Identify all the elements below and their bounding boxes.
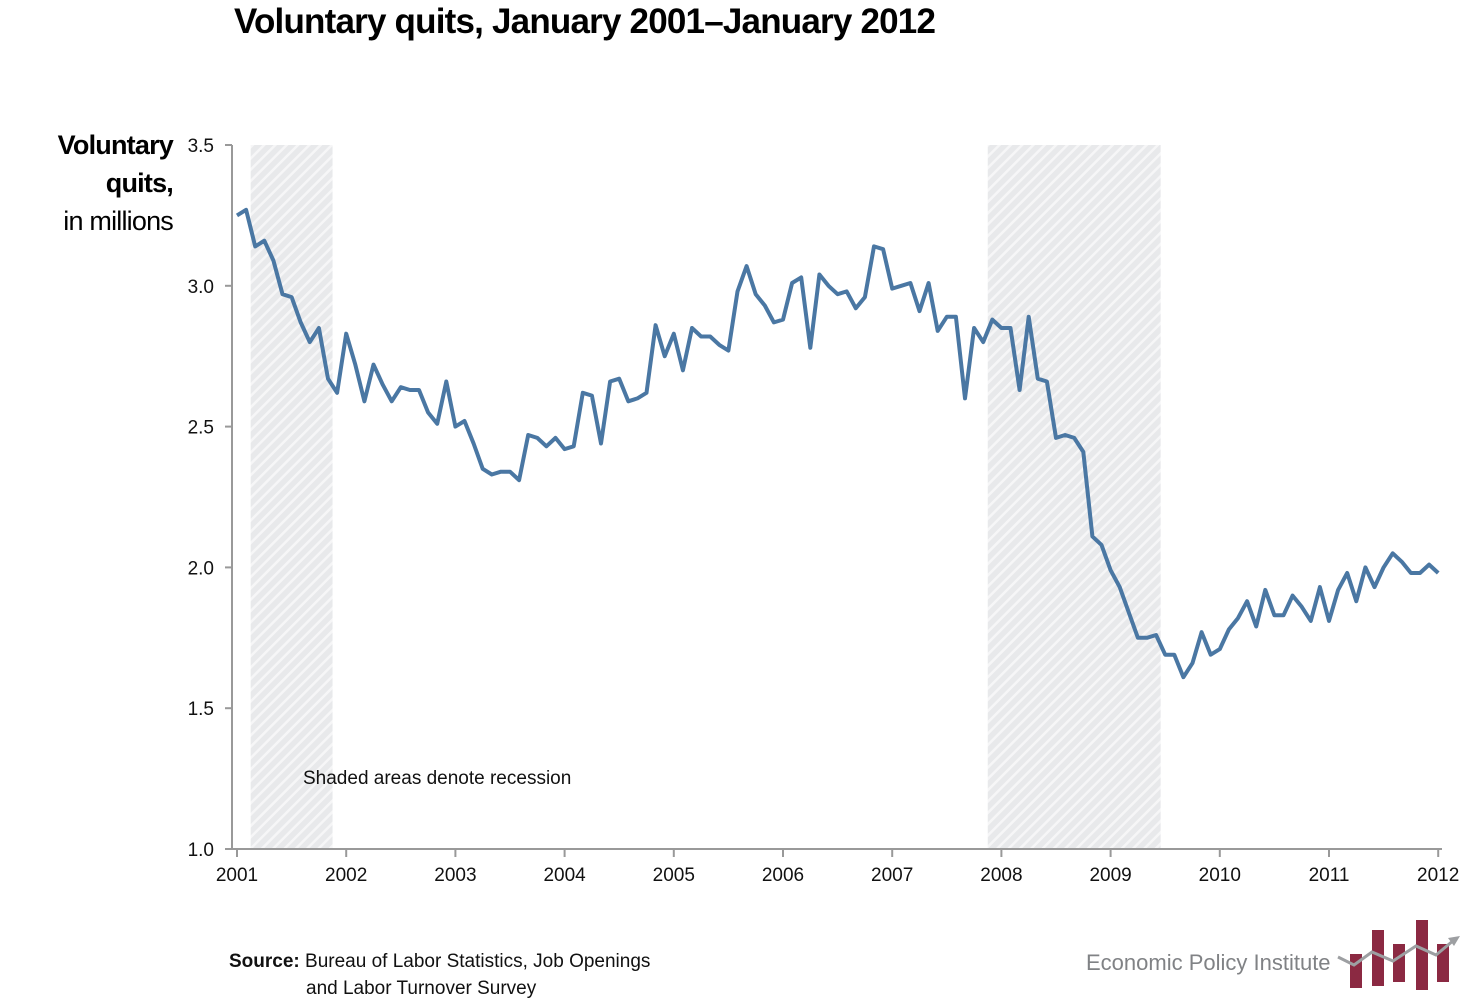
logo-bar (1372, 930, 1384, 986)
y-axis-label: Voluntary quits, in millions (0, 126, 174, 240)
source-label: Source: (229, 951, 300, 972)
source-note: Source: Bureau of Labor Statistics, Job … (229, 948, 650, 1002)
source-line2: and Labor Turnover Survey (306, 978, 537, 999)
y-axis-label-line1: Voluntary quits, (57, 130, 174, 198)
source-line1: Bureau of Labor Statistics, Job Openings (305, 951, 651, 972)
x-tick-label: 2002 (325, 865, 367, 886)
logo-bar (1393, 944, 1405, 982)
x-tick-label: 2005 (653, 865, 695, 886)
x-tick-label: 2011 (1309, 865, 1350, 886)
series-line-voluntary-quits (235, 207, 1440, 680)
x-tick-label: 2006 (762, 865, 804, 886)
recession-shading-group (250, 145, 1161, 849)
y-axis-label-line2: in millions (63, 206, 174, 236)
y-tick-label: 3.0 (188, 277, 214, 298)
y-tick-label: 1.5 (188, 699, 214, 720)
recession-shading-2 (987, 145, 1161, 849)
x-tick-label: 2001 (216, 865, 258, 886)
recession-shading-1 (250, 145, 333, 849)
y-tick-label: 2.5 (188, 418, 214, 439)
recession-annotation: Shaded areas denote recession (303, 768, 571, 789)
x-tick-label: 2004 (543, 865, 586, 886)
axes: 1.0 1.5 2.0 2.5 3.0 3.5 2001 2002 2003 2004 2005 20… (188, 136, 1460, 886)
x-tick-label: 2012 (1417, 865, 1459, 886)
brand-name: Economic Policy Institute (1086, 950, 1331, 975)
x-tick-label: 2003 (434, 865, 476, 886)
logo-bar (1416, 920, 1428, 990)
chart-title: Voluntary quits, January 2001–January 20… (234, 2, 936, 41)
y-tick-label: 3.5 (188, 136, 214, 157)
x-tick-label: 2010 (1199, 865, 1241, 886)
y-tick-label: 1.0 (188, 840, 214, 861)
y-tick-label: 2.0 (188, 558, 214, 579)
epi-logo-icon (1337, 920, 1460, 990)
x-tick-label: 2009 (1089, 865, 1131, 886)
x-tick-label: 2007 (871, 865, 913, 886)
x-tick-label: 2008 (980, 865, 1022, 886)
